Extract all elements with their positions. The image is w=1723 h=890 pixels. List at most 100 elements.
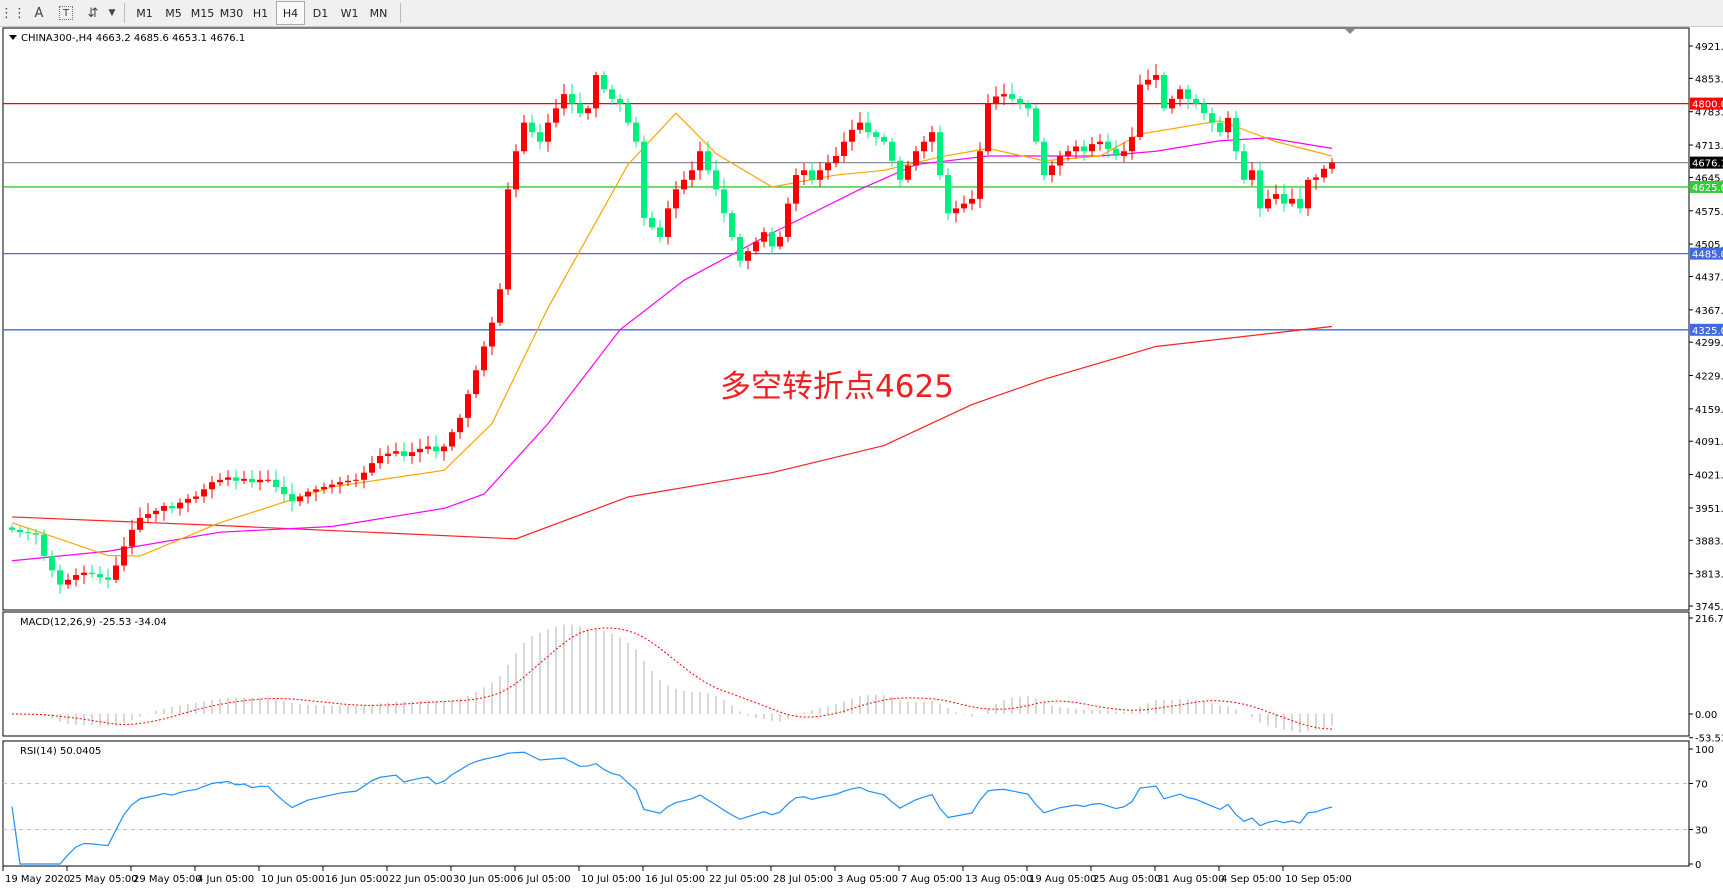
price-tick-label: 4853.0 <box>1695 74 1723 85</box>
price-tick-label: 4575.0 <box>1695 207 1723 218</box>
candle-up <box>521 122 527 152</box>
time-tick-label: 19 Aug 05:00 <box>1029 874 1096 885</box>
candle-up <box>953 208 959 214</box>
candle-up <box>985 103 991 152</box>
candle-down <box>1017 98 1023 104</box>
price-tag-4676.1 <box>1690 156 1723 169</box>
candle-down <box>105 577 111 580</box>
candle-down <box>729 213 735 237</box>
timeframe-m1[interactable]: M1 <box>136 6 153 20</box>
candle-up <box>1329 162 1335 169</box>
candle-down <box>721 189 727 214</box>
candle-up <box>113 565 119 580</box>
chart-shift-marker-icon[interactable] <box>1345 29 1355 34</box>
price-tick-label: 4367.0 <box>1695 306 1723 317</box>
price-tag-label: 4485.0 <box>1692 250 1723 261</box>
candle-up <box>305 491 311 497</box>
candle-down <box>705 151 711 171</box>
candle-up <box>1273 194 1279 199</box>
candle-up <box>681 179 687 190</box>
timeframe-m15[interactable]: M15 <box>190 6 215 20</box>
candle-up <box>689 170 695 180</box>
ma-line-mid <box>11 137 1333 562</box>
timeframe-mn[interactable]: MN <box>369 6 388 20</box>
rsi-label: RSI(14) 50.0405 <box>20 746 101 757</box>
candle-down <box>1241 151 1247 180</box>
candle-up <box>761 232 767 242</box>
candle-down <box>609 89 615 99</box>
candle-up <box>1089 144 1095 152</box>
candle-down <box>641 141 647 218</box>
candle-up <box>593 75 599 109</box>
candle-down <box>1105 141 1111 149</box>
candles <box>9 64 1335 595</box>
ma-line-fast <box>11 112 1333 557</box>
candle-down <box>41 534 47 556</box>
rsi-tick-label: 0 <box>1695 860 1701 871</box>
candle-up <box>337 482 343 485</box>
moving-averages <box>11 112 1333 562</box>
candle-down <box>577 103 583 114</box>
candle-down <box>89 572 95 575</box>
main-chart-frame <box>2 27 1690 611</box>
macd-signal-line <box>11 627 1333 730</box>
price-tag-label: 4676.1 <box>1692 159 1723 170</box>
horizontal-levels <box>3 102 1689 331</box>
candle-up <box>753 241 759 252</box>
arrows-icon[interactable]: ⇵ <box>87 5 99 21</box>
price-tick-label: 4021.0 <box>1695 471 1723 482</box>
candle-down <box>1297 198 1303 209</box>
candle-up <box>1049 165 1055 176</box>
candle-up <box>369 463 375 473</box>
candle-up <box>329 484 335 487</box>
candle-down <box>649 217 655 228</box>
price-tick-label: 3951.0 <box>1695 504 1723 515</box>
rsi-tick-label: 100 <box>1695 745 1714 756</box>
grid-icon[interactable]: ⋮⋮ <box>0 5 26 21</box>
candle-up <box>257 479 263 483</box>
candle-up <box>1153 75 1159 80</box>
time-tick-label: 29 May 05:00 <box>133 874 202 885</box>
candle-down <box>1185 89 1191 99</box>
candle-down <box>569 94 575 104</box>
dropdown-arrow-icon[interactable]: ▼ <box>108 8 116 18</box>
candle-up <box>857 122 863 130</box>
text-label-icon[interactable]: T <box>59 6 73 20</box>
candle-down <box>881 136 887 142</box>
timeframe-h1[interactable]: H1 <box>252 6 269 20</box>
candle-up <box>1065 151 1071 156</box>
candle-up <box>1169 98 1175 109</box>
candle-up <box>489 322 495 347</box>
price-tag-4485.0 <box>1690 247 1723 260</box>
timeframe-m5[interactable]: M5 <box>165 6 182 20</box>
time-tick-label: 6 Jul 05:00 <box>517 874 571 885</box>
timeframe-d1[interactable]: D1 <box>312 6 329 20</box>
candle-up <box>409 452 415 456</box>
macd-tick-label: -53.53 <box>1695 734 1723 745</box>
candle-down <box>713 170 719 190</box>
price-tick-label: 4645.0 <box>1695 173 1723 184</box>
candle-up <box>193 496 199 499</box>
time-tick-label: 16 Jul 05:00 <box>645 874 705 885</box>
candle-up <box>465 394 471 418</box>
price-tick-label: 3745.0 <box>1695 602 1723 613</box>
candle-up <box>1249 170 1255 180</box>
candle-up <box>1321 168 1327 178</box>
text-A-icon[interactable]: A <box>34 5 44 21</box>
toolbar-separator <box>124 3 125 23</box>
price-tick-label: 4229.0 <box>1695 372 1723 383</box>
timeframe-h4[interactable]: H4 <box>276 1 305 25</box>
candle-up <box>1057 156 1063 166</box>
timeframe-w1[interactable]: W1 <box>340 6 359 20</box>
candle-up <box>121 546 127 566</box>
candle-up <box>817 170 823 180</box>
candle-down <box>865 122 871 133</box>
price-tick-label: 4091.0 <box>1695 437 1723 448</box>
time-tick-label: 30 Jun 05:00 <box>453 874 517 885</box>
toolbar: ⋮⋮ A T ⇵ ▼ M1 M5 M15 M30 H1 H4 D1 W1 MN <box>0 0 1723 27</box>
macd-indicator: 216.78 0.00 -53.53 <box>11 614 1723 745</box>
candle-up <box>185 498 191 503</box>
collapse-triangle-icon[interactable] <box>9 35 17 40</box>
timeframe-m30[interactable]: M30 <box>219 6 244 20</box>
